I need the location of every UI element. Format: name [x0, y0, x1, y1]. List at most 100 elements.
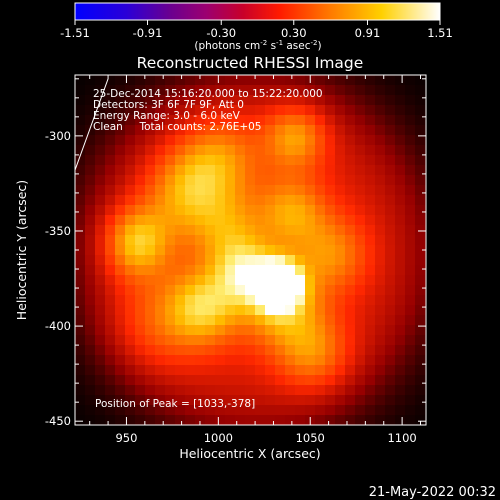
heatmap-cell: [295, 165, 305, 175]
heatmap-cell: [75, 125, 85, 135]
heatmap-cell: [245, 75, 255, 85]
heatmap-cell: [325, 155, 335, 165]
heatmap-cell: [335, 115, 345, 125]
heatmap-cell: [305, 285, 315, 295]
heatmap-cell: [135, 295, 145, 305]
heatmap-cell: [365, 405, 375, 415]
heatmap-cell: [135, 325, 145, 335]
heatmap-cell: [325, 375, 335, 385]
heatmap-cell: [75, 95, 85, 105]
heatmap-cell: [215, 165, 225, 175]
heatmap-cell: [205, 265, 215, 275]
heatmap-cell: [135, 315, 145, 325]
heatmap-cell: [75, 235, 85, 245]
heatmap-cell: [385, 115, 395, 125]
heatmap-cell: [155, 375, 165, 385]
heatmap-cell: [415, 325, 425, 335]
heatmap-cell: [385, 415, 395, 425]
heatmap-cell: [285, 395, 295, 405]
heatmap-cell: [335, 415, 345, 425]
heatmap-cell: [205, 255, 215, 265]
heatmap-cell: [75, 415, 85, 425]
heatmap-cell: [305, 145, 315, 155]
heatmap-cell: [165, 185, 175, 195]
heatmap-cell: [95, 165, 105, 175]
heatmap-cell: [195, 385, 205, 395]
heatmap-cell: [105, 265, 115, 275]
heatmap-cell: [365, 105, 375, 115]
heatmap-cell: [195, 395, 205, 405]
heatmap-cell: [125, 365, 135, 375]
heatmap-cell: [375, 245, 385, 255]
heatmap-cell: [385, 135, 395, 145]
heatmap-cell: [265, 205, 275, 215]
heatmap-cell: [325, 225, 335, 235]
heatmap-cell: [355, 405, 365, 415]
heatmap-cell: [135, 205, 145, 215]
heatmap-cell: [85, 275, 95, 285]
heatmap-cell: [175, 405, 185, 415]
heatmap-cell: [165, 235, 175, 245]
heatmap-cell: [75, 165, 85, 175]
heatmap-cell: [275, 375, 285, 385]
heatmap-cell: [405, 365, 415, 375]
heatmap-cell: [395, 165, 405, 175]
heatmap-cell: [175, 85, 185, 95]
heatmap-cell: [385, 365, 395, 375]
heatmap-cell: [95, 375, 105, 385]
heatmap-cell: [395, 395, 405, 405]
heatmap-cell: [335, 275, 345, 285]
heatmap-cell: [205, 145, 215, 155]
heatmap-cell: [205, 135, 215, 145]
heatmap-cell: [225, 155, 235, 165]
heatmap-cell: [245, 315, 255, 325]
heatmap-cell: [115, 415, 125, 425]
heatmap-cell: [365, 245, 375, 255]
heatmap-cell: [305, 125, 315, 135]
heatmap-cell: [245, 105, 255, 115]
heatmap-cell: [125, 135, 135, 145]
heatmap-cell: [385, 405, 395, 415]
heatmap-cell: [365, 235, 375, 245]
heatmap-cell: [395, 175, 405, 185]
heatmap-cell: [285, 325, 295, 335]
heatmap-cell: [415, 305, 425, 315]
heatmap-cell: [415, 145, 425, 155]
heatmap-cell: [75, 375, 85, 385]
heatmap-cell: [85, 265, 95, 275]
heatmap-cell: [385, 215, 395, 225]
heatmap-cell: [105, 175, 115, 185]
heatmap-cell: [315, 225, 325, 235]
heatmap-cell: [175, 245, 185, 255]
heatmap-cell: [305, 245, 315, 255]
heatmap-cell: [275, 365, 285, 375]
heatmap-cell: [225, 225, 235, 235]
heatmap-cell: [345, 205, 355, 215]
heatmap-cell: [165, 415, 175, 425]
heatmap-cell: [175, 385, 185, 395]
heatmap-cell: [175, 235, 185, 245]
heatmap-cell: [385, 315, 395, 325]
heatmap-cell: [115, 285, 125, 295]
heatmap-cell: [175, 295, 185, 305]
heatmap-cell: [85, 75, 95, 85]
heatmap-cell: [335, 285, 345, 295]
heatmap-cell: [95, 145, 105, 155]
heatmap-cell: [155, 165, 165, 175]
heatmap-cell: [245, 85, 255, 95]
heatmap-cell: [295, 395, 305, 405]
heatmap-cell: [75, 395, 85, 405]
heatmap-cell: [185, 315, 195, 325]
heatmap-cell: [245, 195, 255, 205]
heatmap-cell: [395, 315, 405, 325]
heatmap-cell: [145, 125, 155, 135]
heatmap-cell: [405, 145, 415, 155]
heatmap-cell: [175, 155, 185, 165]
heatmap-cell: [315, 305, 325, 315]
heatmap-cell: [195, 285, 205, 295]
heatmap-cell: [315, 295, 325, 305]
heatmap-cell: [265, 375, 275, 385]
heatmap-cell: [125, 405, 135, 415]
heatmap-cell: [265, 265, 275, 275]
heatmap-cell: [245, 305, 255, 315]
